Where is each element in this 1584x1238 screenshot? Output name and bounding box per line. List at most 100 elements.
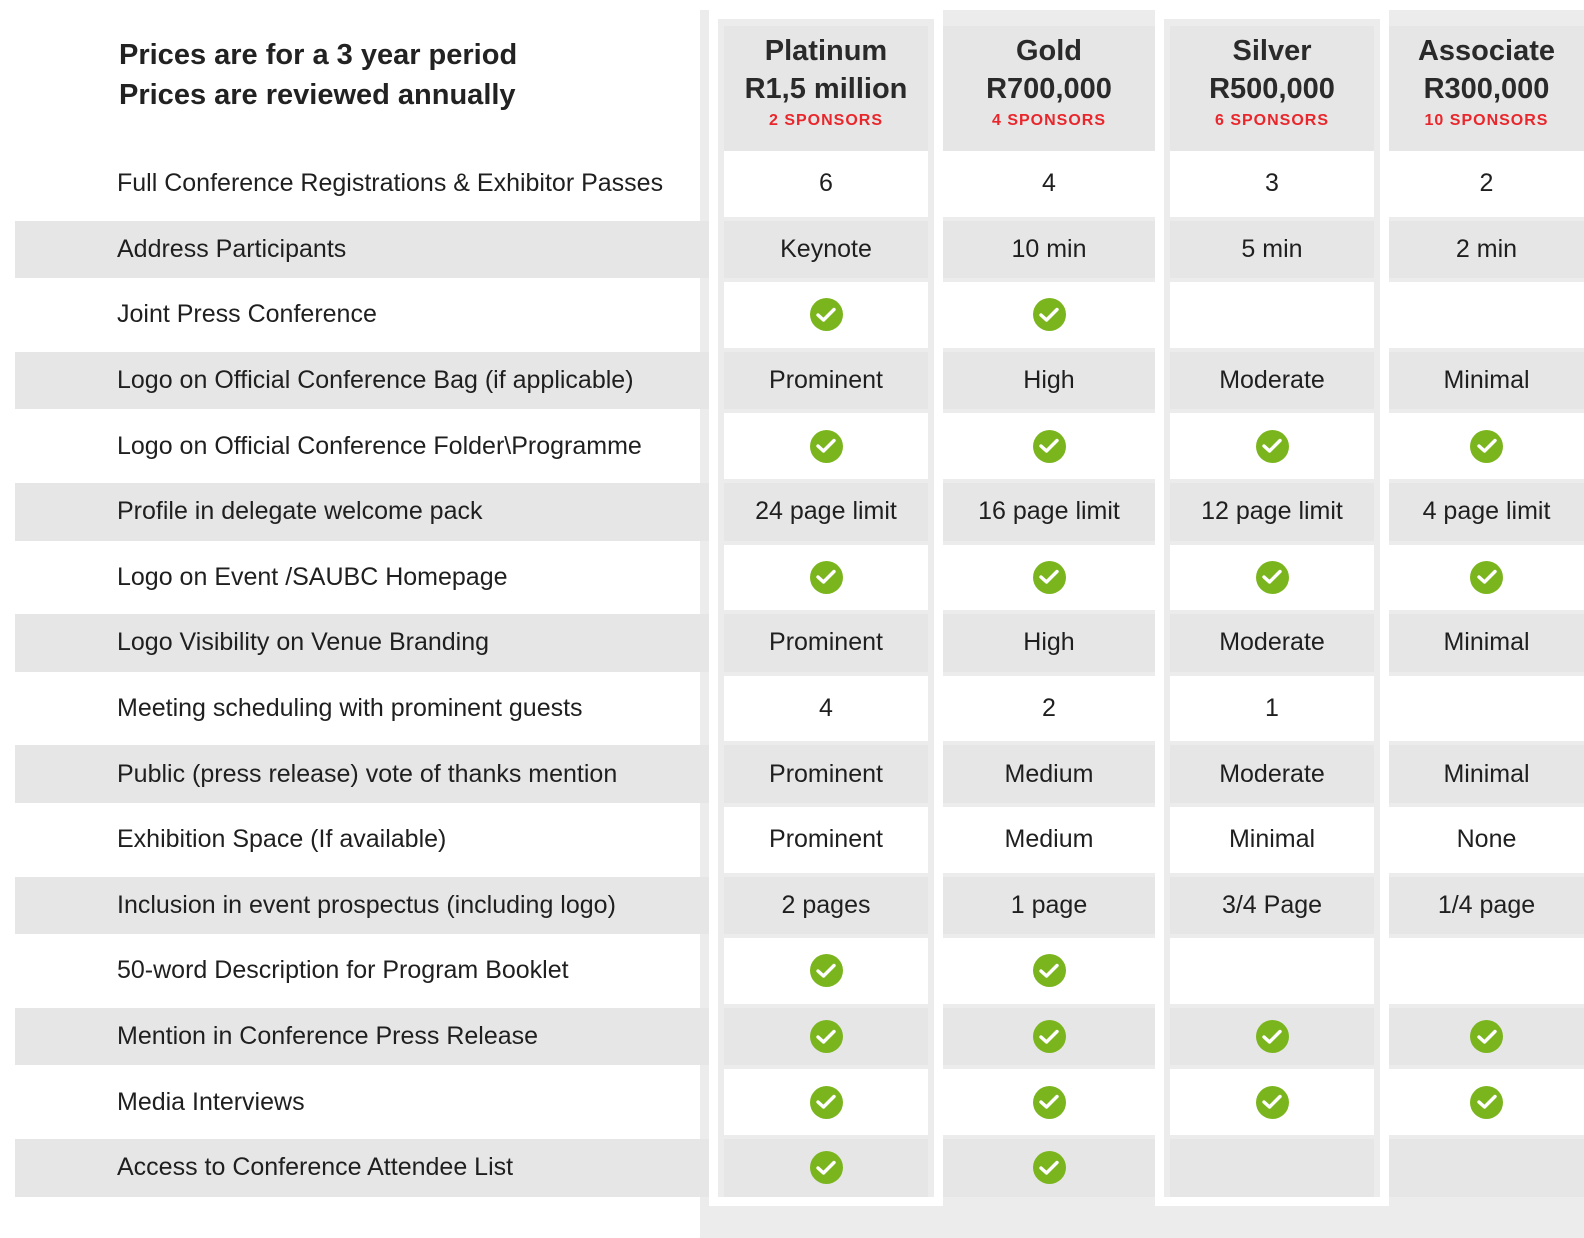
- table-row: Public (press release) vote of thanks me…: [0, 745, 1584, 803]
- cell-gold: 4: [943, 151, 1155, 217]
- benefit-label: Logo on Event /SAUBC Homepage: [117, 562, 508, 591]
- cell-value: 12 page limit: [1201, 497, 1343, 526]
- cell-silver: Moderate: [1170, 745, 1374, 803]
- cell-platinum: 4: [724, 675, 928, 742]
- table-row: Logo Visibility on Venue Branding Promine…: [0, 614, 1584, 672]
- check-circle-icon: [1470, 1020, 1503, 1054]
- tier-sponsor-count: 4 SPONSORS: [991, 112, 1107, 129]
- row-label-background: [15, 614, 709, 672]
- intro-box: Prices are for a 3 year period Prices ar…: [15, 10, 695, 140]
- cell-value: Prominent: [769, 628, 883, 657]
- cell-gold: 16 page limit: [943, 483, 1155, 541]
- row-label-background: [15, 1007, 709, 1066]
- cell-associate: 2: [1389, 151, 1584, 217]
- cell-platinum: Prominent: [724, 807, 928, 873]
- tier-header-gold: Gold R700,000 4 SPONSORS: [943, 26, 1155, 151]
- cell-associate: 1/4 page: [1389, 876, 1584, 935]
- cell-associate: 4 page limit: [1389, 483, 1584, 541]
- cell-gold: [943, 938, 1155, 1004]
- cell-gold: [943, 1007, 1155, 1066]
- row-label-background: [15, 220, 709, 279]
- cell-value: High: [1023, 366, 1075, 395]
- cell-value: 16 page limit: [978, 497, 1120, 526]
- tier-header-associate: Associate R300,000 10 SPONSORS: [1389, 26, 1584, 151]
- cell-value: Prominent: [769, 366, 883, 395]
- cell-value: 3/4 Page: [1221, 890, 1323, 919]
- check-circle-icon: [1032, 560, 1066, 594]
- check-circle-icon: [1032, 429, 1066, 463]
- cell-platinum: 2 pages: [724, 876, 928, 935]
- price-review-note: Prices are reviewed annually: [119, 79, 516, 111]
- cell-associate: [1389, 282, 1584, 348]
- check-circle-icon: [1470, 429, 1503, 463]
- table-row: 50-word Description for Program Booklet: [0, 938, 1584, 1004]
- cell-platinum: [724, 1007, 928, 1066]
- cell-silver: Moderate: [1170, 614, 1374, 672]
- cell-silver: 1: [1170, 675, 1374, 742]
- tier-name: Associate: [1417, 35, 1555, 67]
- cell-value: 24 page limit: [755, 497, 897, 526]
- tier-price: R1,5 million: [744, 73, 908, 105]
- cell-associate: [1389, 544, 1584, 611]
- cell-value: Moderate: [1219, 628, 1325, 657]
- check-circle-icon: [809, 954, 843, 988]
- cell-value: Moderate: [1219, 759, 1325, 788]
- cell-platinum: [724, 544, 928, 611]
- check-circle-icon: [809, 429, 843, 463]
- cell-silver: [1170, 282, 1374, 348]
- cell-associate: [1389, 938, 1584, 1004]
- cell-platinum: [724, 413, 928, 479]
- check-circle-icon: [1032, 1151, 1066, 1185]
- tier-sponsor-count: 2 SPONSORS: [768, 112, 884, 129]
- cell-associate: [1389, 1069, 1584, 1135]
- benefit-label: Logo Visibility on Venue Branding: [117, 628, 490, 657]
- cell-silver: [1170, 544, 1374, 611]
- cell-value: High: [1023, 628, 1075, 657]
- tier-price: R500,000: [1209, 73, 1335, 105]
- benefit-label: Access to Conference Attendee List: [117, 1153, 514, 1182]
- table-row: Meeting scheduling with prominent guests…: [0, 675, 1584, 742]
- cell-value: 4: [1042, 169, 1056, 198]
- platinum-column-frame: [709, 10, 943, 1206]
- row-label-background: [15, 351, 709, 410]
- cell-associate: [1389, 675, 1584, 742]
- tier-sponsor-count: 10 SPONSORS: [1424, 112, 1549, 129]
- cell-value: 4 page limit: [1422, 497, 1551, 526]
- cell-gold: 2: [943, 675, 1155, 742]
- benefit-label: Public (press release) vote of thanks me…: [117, 759, 618, 788]
- cell-silver: [1170, 1007, 1374, 1066]
- cell-value: Keynote: [780, 234, 872, 263]
- table-row: Inclusion in event prospectus (including…: [0, 876, 1584, 935]
- cell-value: 3: [1265, 169, 1279, 198]
- cell-platinum: Prominent: [724, 614, 928, 672]
- benefit-label: Logo on Official Conference Folder\Progr…: [117, 431, 642, 460]
- cell-silver: [1170, 1069, 1374, 1135]
- cell-associate: Minimal: [1389, 351, 1584, 410]
- cell-silver: 3: [1170, 151, 1374, 217]
- cell-value: 5 min: [1241, 234, 1303, 263]
- cell-associate: [1389, 1139, 1584, 1197]
- cell-platinum: [724, 1069, 928, 1135]
- cell-gold: [943, 1139, 1155, 1197]
- row-label-background: [15, 876, 709, 935]
- cell-value: Prominent: [769, 825, 883, 854]
- cell-value: None: [1456, 825, 1517, 854]
- cell-platinum: Keynote: [724, 220, 928, 279]
- table-row: Access to Conference Attendee List: [0, 1139, 1584, 1197]
- cell-silver: [1170, 1139, 1374, 1197]
- cell-value: Medium: [1004, 825, 1094, 854]
- cell-value: 4: [819, 694, 833, 723]
- benefit-label: Profile in delegate welcome pack: [117, 497, 483, 526]
- cell-value: 1/4 page: [1437, 890, 1536, 919]
- cell-gold: Medium: [943, 807, 1155, 873]
- tier-sponsor-count: 6 SPONSORS: [1214, 112, 1330, 129]
- tier-header-silver: Silver R500,000 6 SPONSORS: [1170, 26, 1374, 151]
- benefit-label: Joint Press Conference: [117, 300, 377, 329]
- check-circle-icon: [1032, 298, 1066, 332]
- table-row: Media Interviews: [0, 1069, 1584, 1135]
- check-circle-icon: [1032, 954, 1066, 988]
- check-circle-icon: [1032, 1020, 1066, 1054]
- cell-silver: 12 page limit: [1170, 483, 1374, 541]
- cell-value: 1: [1265, 694, 1279, 723]
- table-row: Logo on Official Conference Bag (if appl…: [0, 351, 1584, 410]
